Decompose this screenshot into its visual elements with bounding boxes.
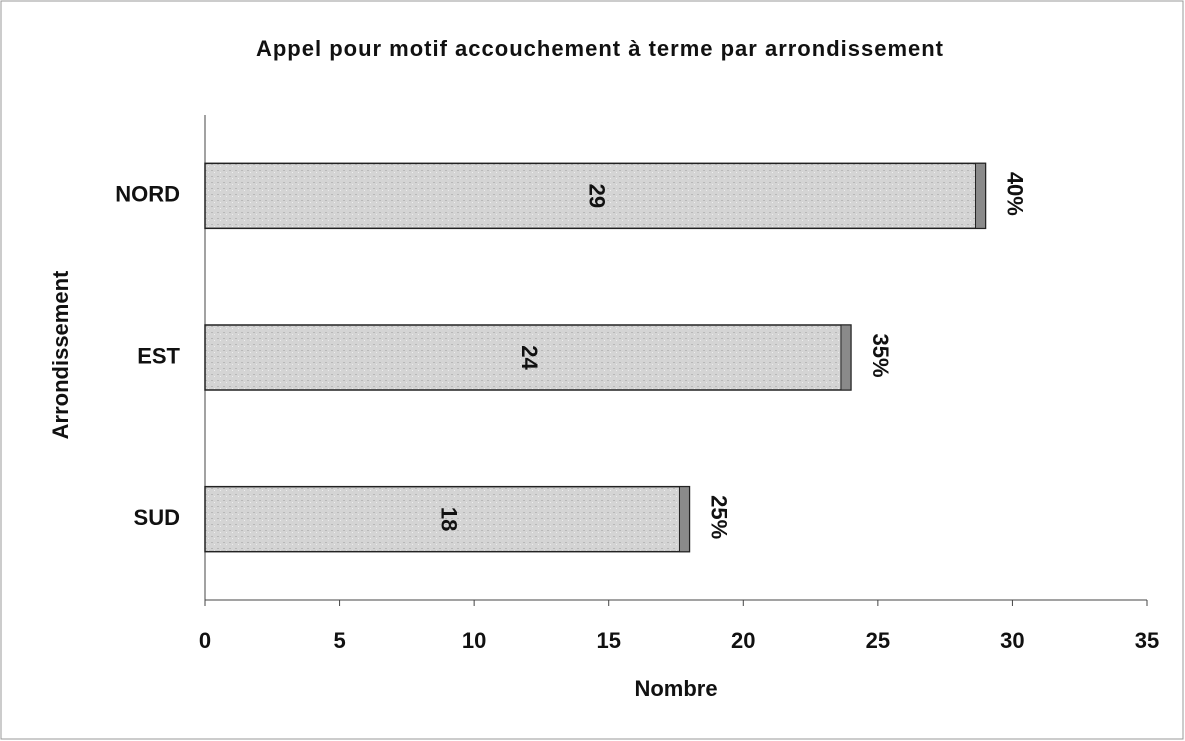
bar-value-label: 24 [517,345,542,370]
x-tick-label: 0 [199,628,211,653]
x-tick-label: 10 [462,628,486,653]
bar-cap [840,324,852,391]
y-tick-label: SUD [134,505,180,530]
x-tick-label: 15 [596,628,620,653]
bar [204,162,987,230]
bar-value-label: 18 [436,507,461,531]
bar-cap [678,486,690,553]
x-axis-title: Nombre [634,676,717,701]
bar-cap [975,162,987,229]
y-tick-label: NORD [115,182,180,207]
share-label: 40% [1003,172,1028,216]
x-tick-label: 25 [866,628,890,653]
x-tick-label: 5 [333,628,345,653]
x-tick-label: 20 [731,628,755,653]
bar [204,485,691,553]
chart-title: Appel pour motif accouchement à terme pa… [256,36,944,61]
share-label: 25% [707,495,732,539]
x-tick-label: 30 [1000,628,1024,653]
share-label: 35% [868,333,893,377]
y-axis-title: Arrondissement [48,270,73,439]
bar-value-label: 29 [584,184,609,208]
x-tick-label: 35 [1135,628,1159,653]
y-tick-label: EST [137,343,180,368]
bar [204,324,852,391]
